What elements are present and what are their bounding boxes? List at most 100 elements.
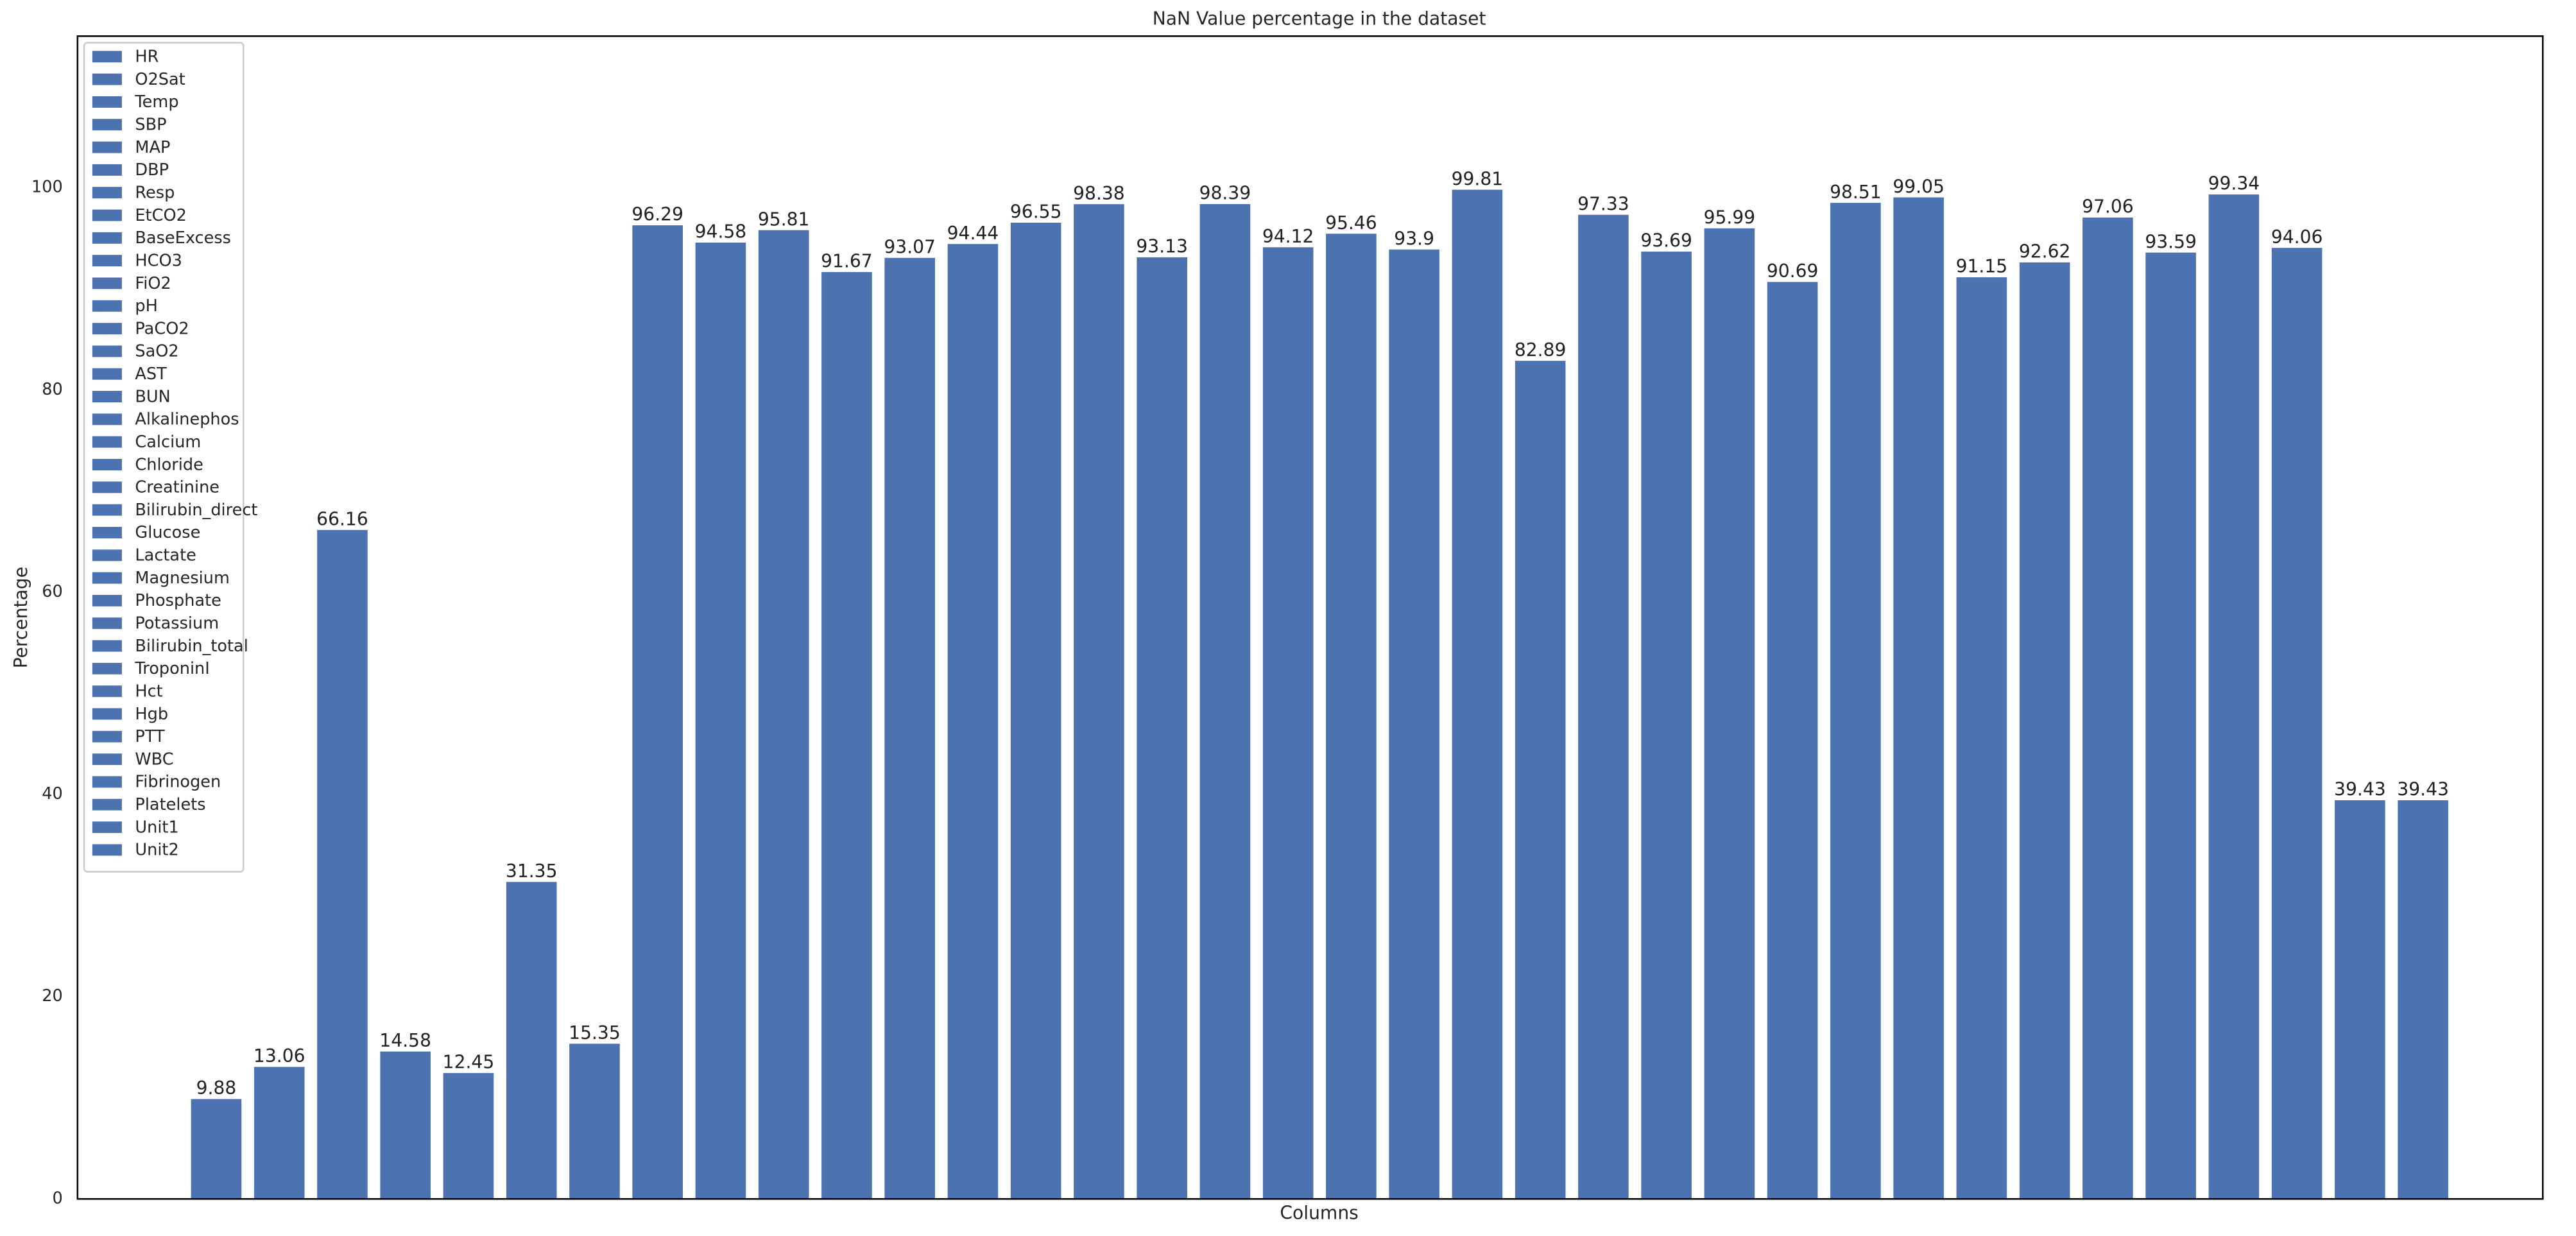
bar (1767, 282, 1818, 1199)
bar (2019, 262, 2070, 1199)
legend-swatch (92, 436, 122, 448)
legend-label: TroponinI (134, 659, 209, 678)
legend-label: BaseExcess (135, 228, 231, 248)
value-label: 12.45 (443, 1052, 495, 1073)
bar (317, 529, 368, 1199)
y-tick-label: 20 (42, 986, 63, 1006)
legend-swatch (92, 164, 122, 176)
bar (1956, 277, 2007, 1199)
legend-swatch (92, 413, 122, 425)
value-label: 96.55 (1010, 202, 1062, 223)
legend-label: SaO2 (135, 342, 178, 361)
legend-swatch (92, 504, 122, 516)
legend-label: Phosphate (135, 591, 221, 610)
legend-swatch (92, 368, 122, 380)
legend-label: Resp (135, 183, 175, 202)
legend-label: PaCO2 (135, 319, 189, 338)
bar (2271, 248, 2323, 1199)
bar (1704, 228, 1755, 1199)
bar (191, 1099, 242, 1199)
legend-swatch (92, 481, 122, 494)
legend-swatch (92, 708, 122, 720)
bar (884, 257, 935, 1199)
legend-label: AST (135, 365, 167, 384)
legend-swatch (92, 232, 122, 244)
value-label: 94.12 (1262, 226, 1314, 247)
legend-swatch (92, 73, 122, 85)
legend-swatch (92, 753, 122, 766)
bar (695, 243, 746, 1199)
legend-swatch (92, 844, 122, 856)
bar (2082, 217, 2133, 1199)
bar (380, 1051, 431, 1199)
legend-label: HCO3 (135, 251, 182, 270)
legend-label: Magnesium (135, 569, 229, 588)
bar (1199, 204, 1251, 1199)
legend-swatch (92, 277, 122, 289)
y-tick-label: 100 (31, 178, 63, 197)
legend-swatch (92, 300, 122, 312)
legend-swatch (92, 662, 122, 674)
bar (1578, 214, 1629, 1199)
legend-swatch (92, 345, 122, 357)
value-label: 15.35 (569, 1022, 621, 1043)
bar (506, 882, 557, 1199)
legend-label: Bilirubin_direct (135, 501, 257, 520)
bar (443, 1073, 494, 1199)
bar (821, 271, 872, 1199)
value-label: 9.88 (196, 1077, 237, 1099)
value-label: 93.07 (884, 236, 936, 257)
value-label: 98.39 (1199, 183, 1251, 204)
value-label: 93.69 (1640, 230, 1692, 252)
legend-swatch (92, 617, 122, 630)
legend-label: Chloride (135, 455, 203, 474)
legend-label: SBP (135, 116, 166, 135)
bar (2208, 194, 2260, 1199)
legend-swatch (92, 594, 122, 606)
legend-label: Creatinine (135, 478, 219, 497)
bar (947, 244, 999, 1199)
y-axis-label: Percentage (10, 567, 31, 668)
value-label: 98.51 (1830, 182, 1882, 203)
bar (2335, 800, 2385, 1199)
legend-swatch (92, 209, 122, 221)
legend-swatch (92, 640, 122, 652)
bar (569, 1043, 620, 1199)
legend-label: Temp (134, 92, 178, 112)
bar (1010, 223, 1061, 1199)
legend-swatch (92, 141, 122, 153)
x-axis-label: Columns (1280, 1202, 1358, 1223)
value-label: 99.05 (1893, 176, 1945, 197)
value-label: 14.58 (379, 1030, 431, 1051)
value-label: 39.43 (2334, 779, 2386, 800)
bar (1262, 247, 1314, 1199)
legend-swatch (92, 685, 122, 698)
value-label: 91.67 (821, 251, 873, 272)
legend: HR O2Sat Temp SBP MAP DBP Resp EtCO2 BaseExcess H… (83, 42, 257, 873)
value-label: 94.06 (2271, 227, 2323, 248)
legend-swatch (92, 255, 122, 267)
legend-label: O2Sat (135, 70, 185, 89)
legend-swatch (92, 821, 122, 834)
legend-swatch (92, 572, 122, 584)
value-label: 99.81 (1452, 168, 1504, 189)
legend-swatch (92, 119, 122, 131)
legend-label: Unit1 (135, 818, 178, 837)
legend-swatch (92, 776, 122, 788)
legend-label: Platelets (135, 795, 205, 814)
legend-label: Calcium (135, 433, 201, 452)
value-label: 97.06 (2082, 196, 2134, 218)
chart-title: NaN Value percentage in the dataset (1153, 8, 1486, 30)
legend-box (83, 42, 245, 873)
value-label: 82.89 (1515, 339, 1567, 361)
bar (1830, 203, 1881, 1199)
bar (758, 230, 809, 1199)
legend-swatch (92, 323, 122, 335)
legend-label: MAP (135, 138, 170, 157)
y-tick-label: 80 (42, 380, 63, 399)
legend-label: BUN (135, 387, 170, 406)
legend-swatch (92, 96, 122, 108)
legend-label: Hgb (135, 705, 168, 724)
y-tick-label: 60 (42, 582, 63, 601)
value-label: 13.06 (253, 1045, 305, 1067)
